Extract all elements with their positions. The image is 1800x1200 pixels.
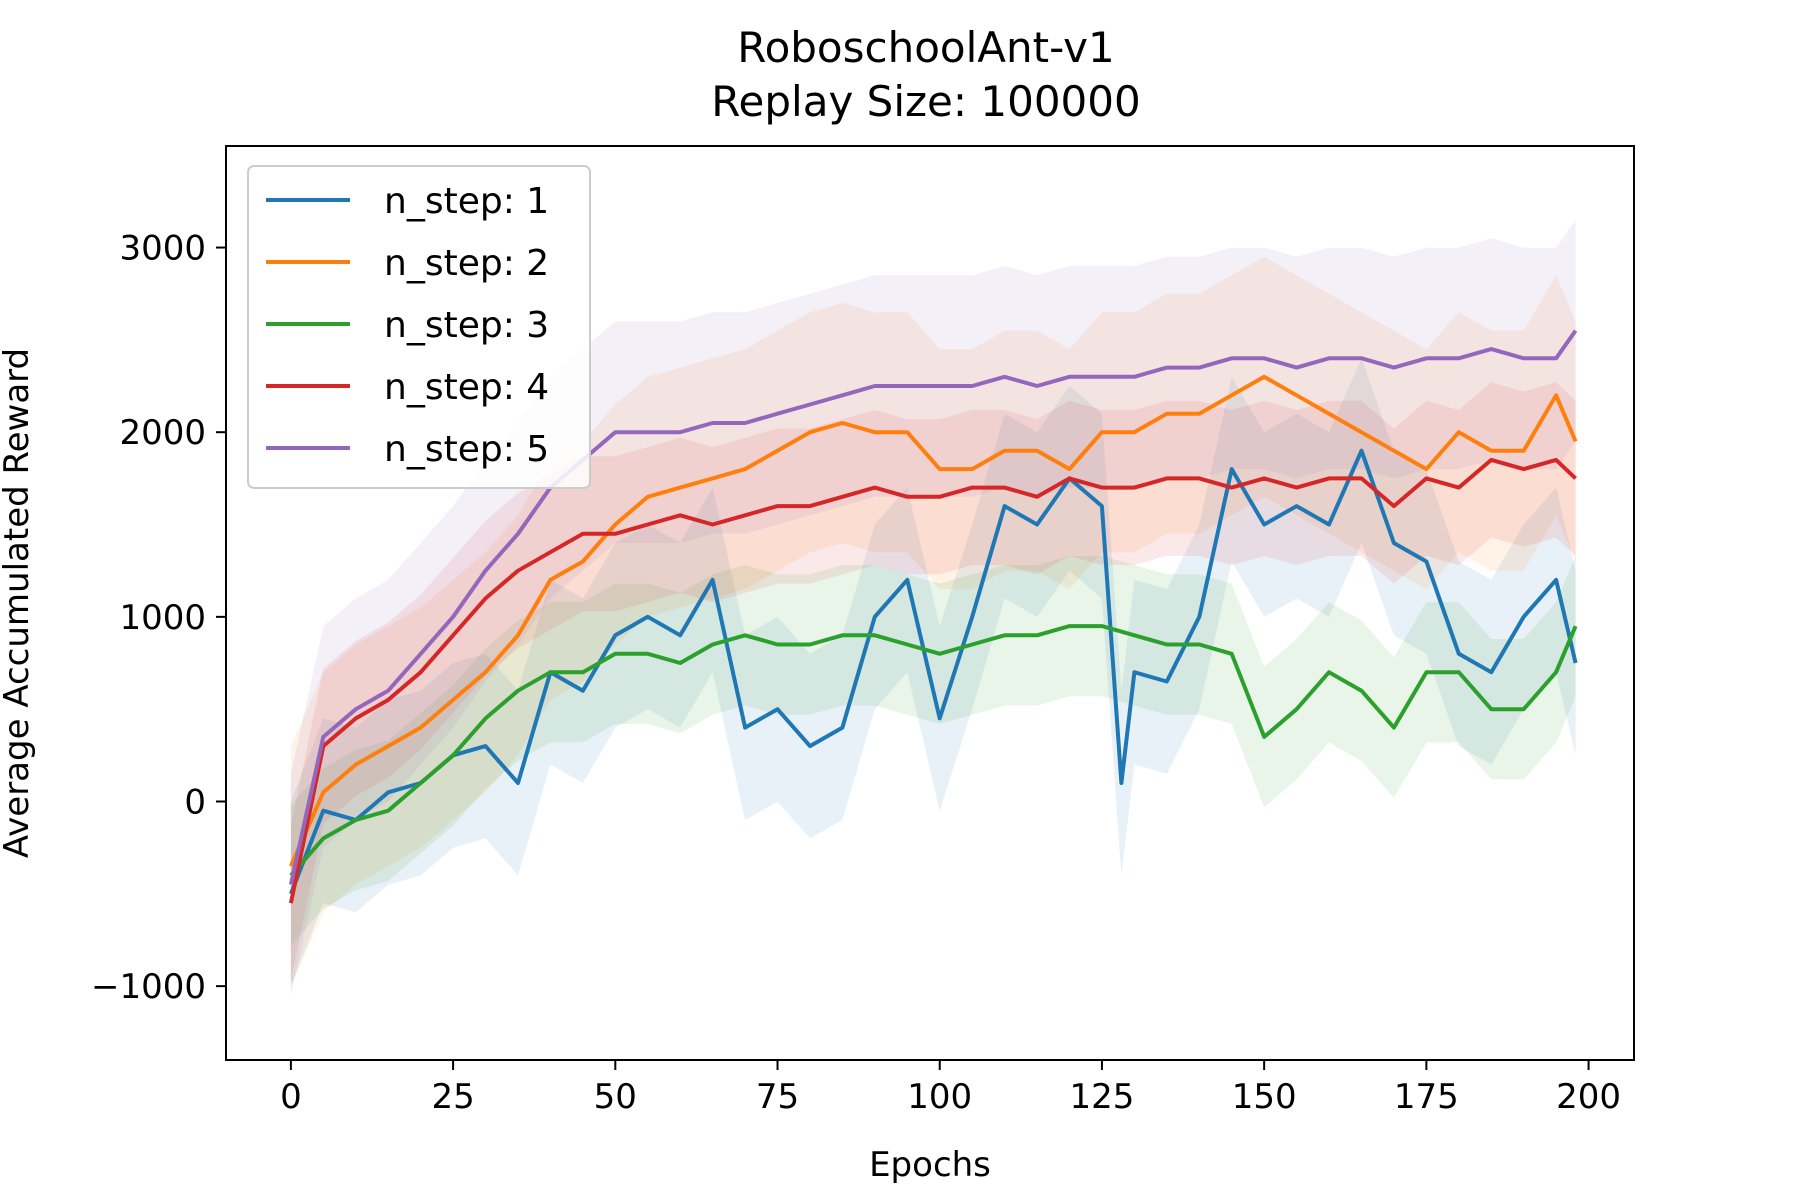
y-tick-label: 2000 bbox=[119, 413, 206, 453]
legend-box bbox=[247, 165, 591, 489]
x-axis-label: Epochs bbox=[869, 1145, 991, 1185]
series-1-line bbox=[289, 448, 1578, 895]
x-tick-label: 100 bbox=[907, 1077, 972, 1117]
series-1-band bbox=[290, 358, 1576, 987]
x-tick-label: 50 bbox=[594, 1077, 637, 1117]
series-5-line bbox=[288, 329, 1578, 886]
y-tick-label: −1000 bbox=[91, 967, 206, 1007]
legend: n_step: 1 n_step: 2 n_step: 3 n_step: 4 n_st… bbox=[247, 165, 591, 489]
plot-area-frame bbox=[225, 145, 1635, 1061]
legend-label-5: n_step: 5 bbox=[384, 429, 549, 470]
x-tick-label: 200 bbox=[1556, 1077, 1621, 1117]
y-tick-label: 3000 bbox=[119, 229, 206, 269]
y-axis: −1000 0 1000 2000 3000 bbox=[91, 229, 226, 1007]
x-axis: 0 25 50 75 100 125 150 175 200 bbox=[280, 1060, 1621, 1117]
x-tick-label: 125 bbox=[1069, 1077, 1134, 1117]
chart-subtitle: Replay Size: 100000 bbox=[711, 77, 1140, 126]
x-tick-label: 0 bbox=[280, 1077, 302, 1117]
legend-label-4: n_step: 4 bbox=[384, 367, 549, 408]
x-tick-label: 25 bbox=[431, 1077, 474, 1117]
legend-label-2: n_step: 2 bbox=[384, 243, 549, 284]
series-5-band bbox=[290, 219, 1576, 996]
series-3-band bbox=[290, 555, 1576, 946]
legend-label-1: n_step: 1 bbox=[384, 181, 549, 222]
series-lines bbox=[288, 329, 1578, 904]
series-4-line bbox=[288, 457, 1577, 904]
y-tick-label: 1000 bbox=[119, 598, 206, 638]
x-tick-label: 75 bbox=[756, 1077, 799, 1117]
y-tick-label: 0 bbox=[184, 782, 206, 822]
series-2-band bbox=[290, 256, 1576, 987]
series-2-line bbox=[289, 374, 1578, 867]
chart-title: RoboschoolAnt-v1 bbox=[737, 23, 1114, 72]
y-axis-label: Average Accumulated Reward bbox=[0, 348, 37, 858]
x-tick-label: 175 bbox=[1394, 1077, 1459, 1117]
x-tick-label: 150 bbox=[1232, 1077, 1297, 1117]
series-3-line bbox=[289, 624, 1578, 877]
legend-label-3: n_step: 3 bbox=[384, 305, 549, 346]
